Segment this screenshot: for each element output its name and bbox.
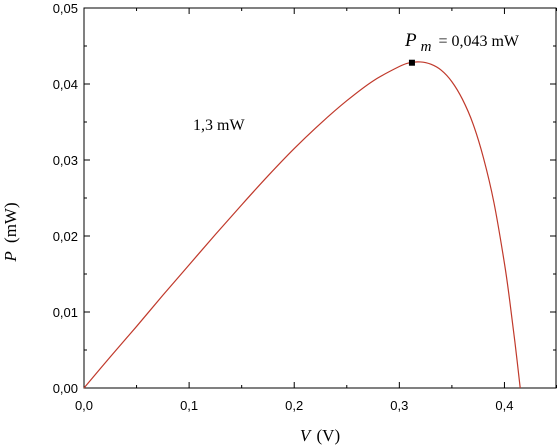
x-tick-label: 0,2 <box>285 398 303 413</box>
max-power-marker <box>408 59 415 66</box>
y-tick-label: 0,03 <box>53 153 78 168</box>
y-tick-label: 0,02 <box>53 229 78 244</box>
plot-frame <box>83 7 557 389</box>
y-axis-unit: (mW) <box>1 202 20 243</box>
y-axis-title: P (mW) <box>1 202 20 262</box>
y-tick-label: 0,04 <box>53 77 78 92</box>
x-tick-label: 0,3 <box>390 398 408 413</box>
y-axis-ticks: 0,00 0,01 0,02 0,03 0,04 0,05 <box>53 1 556 396</box>
power-curve <box>83 61 521 389</box>
y-tick-label: 0,05 <box>53 1 78 16</box>
plot-border <box>83 7 557 389</box>
x-axis-title: V (V) <box>300 426 340 445</box>
illumination-annotation: 1,3 mW <box>193 117 245 134</box>
y-axis-symbol: P <box>1 251 20 262</box>
y-tick-label: 0,00 <box>53 381 78 396</box>
pm-subscript: m <box>421 39 432 55</box>
y-tick-label: 0,01 <box>53 305 78 320</box>
x-axis-symbol: V <box>300 426 313 445</box>
x-axis-ticks: 0,0 0,1 0,2 0,3 0,4 <box>75 8 557 413</box>
curve-layer <box>83 59 521 389</box>
x-axis-unit: (V) <box>317 426 341 445</box>
max-power-annotation: P m = 0,043 mW <box>404 30 520 55</box>
x-tick-label: 0,1 <box>180 398 198 413</box>
pm-symbol: P <box>404 30 417 51</box>
pm-value: = 0,043 mW <box>438 33 519 50</box>
x-tick-label: 0,4 <box>495 398 513 413</box>
x-tick-label: 0,0 <box>75 398 93 413</box>
